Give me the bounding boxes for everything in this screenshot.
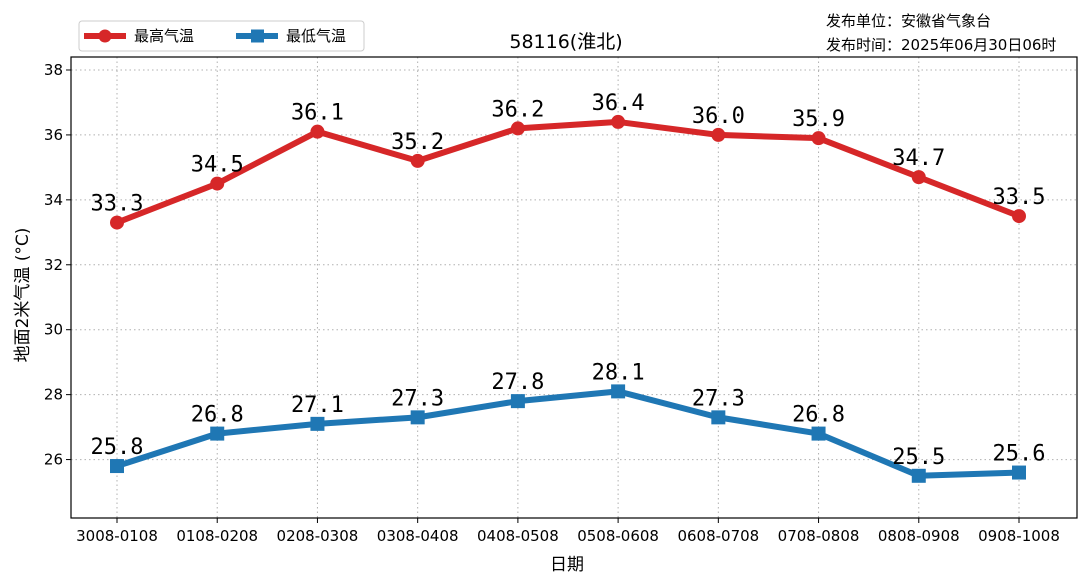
ticks: 26 28 30 32 34 36 38 3008-0108 0108-0208 0208-030…: [44, 61, 1060, 545]
series-1: 25.8 26.8 27.1 27.3 27.8 28.1 27.3 26.8 25.5 25.6: [91, 360, 1046, 483]
data-label: 33.3: [91, 192, 144, 217]
data-label: 36.4: [592, 91, 645, 116]
legend: 最高气温 最低气温: [78, 20, 365, 52]
x-tick-label: 0508-0608: [577, 527, 659, 545]
series-line: [114, 388, 1022, 479]
x-tick-label: 0308-0408: [377, 527, 459, 545]
legend-marker: [251, 29, 264, 43]
data-label: 36.0: [692, 104, 745, 129]
data-point-marker: [310, 124, 325, 139]
data-point-marker: [210, 426, 225, 441]
chart-title: 58116(淮北): [509, 31, 622, 53]
y-axis-label: 地面2米气温 (°C): [13, 228, 33, 363]
data-point-marker: [611, 384, 626, 399]
data-label: 33.5: [993, 185, 1046, 210]
x-axis-label: 日期: [550, 555, 584, 575]
data-label: 26.8: [792, 403, 845, 428]
data-label: 27.8: [491, 370, 544, 395]
y-tick-label: 38: [44, 61, 63, 79]
x-tick-label: 3008-0108: [76, 527, 158, 545]
y-tick-label: 28: [44, 386, 63, 404]
data-label: 25.6: [993, 442, 1046, 467]
legend-box: [78, 20, 365, 52]
x-tick-label: 0908-1008: [978, 527, 1060, 545]
x-tick-label: 0408-0508: [477, 527, 559, 545]
grid: [71, 57, 1077, 518]
plot-frame: [70, 56, 1078, 519]
data-point-marker: [911, 170, 926, 185]
data-label: 34.5: [191, 153, 244, 178]
data-point-marker: [811, 426, 826, 441]
data-point-marker: [310, 416, 325, 431]
x-tick-label: 0208-0308: [277, 527, 359, 545]
publisher-label: 发布单位：安徽省气象台: [826, 12, 991, 30]
data-point-marker: [410, 153, 425, 168]
data-point-marker: [510, 121, 525, 136]
data-point-marker: [110, 215, 124, 230]
data-label: 25.8: [91, 435, 144, 460]
data-label: 25.5: [892, 445, 945, 470]
data-point-marker: [110, 459, 124, 474]
data-point-marker: [1012, 209, 1026, 224]
series-line: [114, 118, 1022, 226]
x-tick-label: 0708-0808: [778, 527, 860, 545]
data-label: 35.2: [391, 130, 444, 155]
data-point-marker: [510, 394, 525, 409]
legend-label: 最高气温: [134, 27, 194, 45]
series-layer: 33.3 34.5 36.1 35.2 36.2 36.4 36.0 35.9 34.7 33.5…: [91, 91, 1046, 483]
publish-time-label: 发布时间：2025年06月30日06时: [826, 36, 1056, 54]
x-tick-label: 0108-0208: [176, 527, 258, 545]
data-label: 34.7: [892, 146, 945, 171]
data-label: 35.9: [792, 107, 845, 132]
data-point-marker: [210, 176, 225, 191]
data-label: 36.1: [291, 101, 344, 126]
data-point-marker: [410, 410, 425, 425]
data-label: 28.1: [592, 360, 645, 385]
x-tick-label: 0808-0908: [878, 527, 960, 545]
data-point-marker: [911, 468, 926, 483]
series-0: 33.3 34.5 36.1 35.2 36.2 36.4 36.0 35.9 34.7 33.5: [91, 91, 1046, 230]
y-tick-label: 30: [44, 321, 63, 339]
y-tick-label: 26: [44, 451, 63, 469]
data-point-marker: [611, 114, 626, 129]
data-label: 27.3: [391, 386, 444, 411]
data-label: 36.2: [491, 97, 544, 122]
data-label: 27.1: [291, 393, 344, 418]
y-tick-label: 34: [44, 191, 63, 209]
data-point-marker: [711, 127, 726, 142]
y-tick-label: 36: [44, 126, 63, 144]
legend-marker: [98, 29, 112, 43]
y-tick-label: 32: [44, 256, 63, 274]
data-label: 27.3: [692, 386, 745, 411]
legend-label: 最低气温: [286, 27, 346, 45]
data-point-marker: [811, 131, 826, 146]
data-label: 26.8: [191, 403, 244, 428]
data-point-marker: [711, 410, 726, 425]
x-tick-label: 0608-0708: [677, 527, 759, 545]
data-point-marker: [1012, 465, 1026, 480]
